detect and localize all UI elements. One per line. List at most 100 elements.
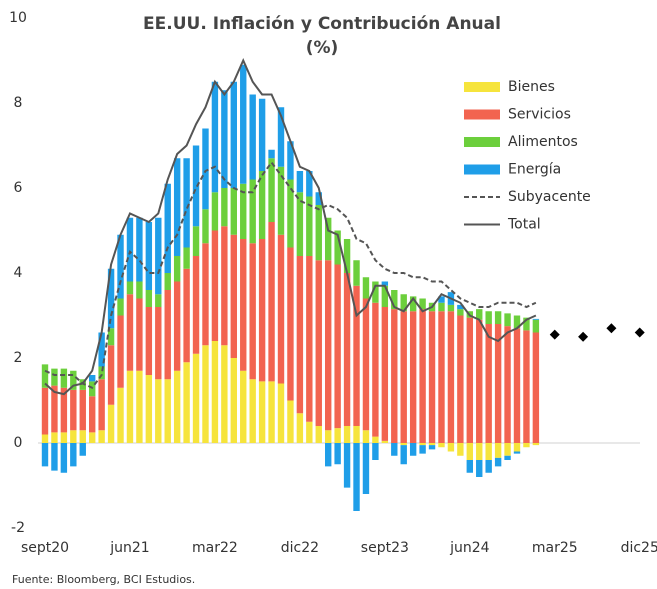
bar-segment [325, 443, 332, 467]
bar-segment [79, 430, 86, 443]
bar-segment [211, 230, 219, 341]
bar-segment [60, 432, 68, 443]
bar-segment [249, 94, 256, 180]
bar-segment [258, 171, 266, 239]
bar-segment [155, 379, 162, 443]
x-tick-label: jun24 [449, 540, 490, 556]
bar-segment [202, 345, 209, 443]
bar-segment [221, 345, 228, 443]
bar-segment [70, 370, 77, 390]
bar-segment [202, 209, 209, 244]
bar-segment [126, 294, 134, 371]
bar-segment [362, 277, 370, 299]
bar-segment [400, 294, 407, 312]
bar-segment [117, 298, 124, 316]
bar-segment [315, 260, 322, 426]
bar-segment [173, 281, 181, 371]
bar-segment [315, 205, 322, 261]
bar-segment [51, 368, 58, 386]
bar-segment [41, 443, 49, 467]
bar-segment [98, 366, 105, 380]
bar-segment [419, 309, 426, 443]
bar-segment [447, 443, 455, 452]
bar-segment [60, 387, 68, 433]
x-tick-label: sept23 [361, 540, 409, 556]
bar-segment [372, 302, 379, 437]
bar-segment [183, 268, 190, 363]
bar-segment [428, 311, 436, 443]
bar-segment [192, 226, 200, 256]
bar-segment [494, 324, 502, 443]
bar-segment [494, 311, 502, 324]
bar-segment [400, 445, 407, 465]
bar-segment [89, 396, 96, 433]
legend-swatch [464, 164, 500, 175]
bar-segment [277, 383, 285, 443]
bar-segment [136, 370, 143, 443]
forecast-point [549, 329, 560, 340]
bar-segment [51, 432, 58, 443]
bar-segment [126, 281, 134, 295]
bar-segment [117, 234, 124, 299]
bar-segment [145, 307, 153, 375]
bar-segment [466, 460, 473, 473]
bar-segment [438, 311, 445, 443]
bar-segment [419, 443, 426, 446]
bar-segment [296, 171, 304, 193]
bar-segment [343, 443, 351, 488]
bar-segment [334, 264, 341, 429]
bar-segment [51, 443, 58, 471]
bar-segment [268, 149, 275, 159]
bar-segment [513, 315, 521, 329]
bar-segment [192, 353, 200, 443]
bar-segment [145, 375, 153, 443]
source: Fuente: Bloomberg, BCI Estudios. [12, 573, 195, 586]
legend-label: Alimentos [508, 134, 578, 150]
bar-segment [494, 457, 502, 467]
bar-segment [381, 440, 389, 443]
bar-segment [485, 324, 492, 443]
bar-segment [258, 98, 266, 171]
bar-segment [277, 166, 285, 235]
bar-segment [391, 443, 398, 456]
bar-segment [192, 145, 200, 227]
bar-segment [249, 379, 256, 443]
bar-segment [343, 273, 351, 426]
bar-segment [381, 285, 389, 307]
bar-segment [343, 426, 351, 443]
x-tick-label: sept20 [21, 540, 69, 556]
bar-segment [334, 230, 341, 265]
bar-segment [306, 256, 313, 422]
bar-segment [70, 430, 77, 443]
bar-segment [372, 281, 379, 303]
bar-segment [60, 443, 68, 473]
bar-segment [400, 443, 407, 446]
bar-segment [98, 332, 105, 367]
legend-label: Subyacente [508, 189, 591, 205]
bar-segment [240, 239, 247, 371]
bar-segment [315, 426, 322, 443]
bar-segment [447, 311, 455, 443]
bar-segment [221, 226, 228, 346]
x-tick-label: jun21 [109, 540, 149, 556]
bar-segment [155, 217, 162, 295]
bar-segment [381, 281, 389, 286]
bar-segment [494, 443, 502, 458]
bar-segment [164, 273, 171, 290]
y-tick-label: 4 [14, 265, 23, 281]
bar-segment [136, 217, 143, 282]
bar-segment [362, 443, 370, 494]
bar-segment [249, 179, 256, 244]
bar-segment [89, 432, 96, 443]
bar-segment [240, 370, 247, 443]
bar-segment [400, 311, 407, 443]
bar-segment [230, 188, 237, 235]
bar-segment [457, 315, 464, 443]
bar-segment [466, 443, 473, 460]
y-tick-label: 2 [14, 350, 23, 366]
forecast-point [578, 331, 589, 342]
y-tick-label: -2 [11, 520, 25, 536]
bar-segment [296, 192, 304, 256]
bar-segment [258, 239, 266, 382]
bar-segment [296, 256, 304, 414]
